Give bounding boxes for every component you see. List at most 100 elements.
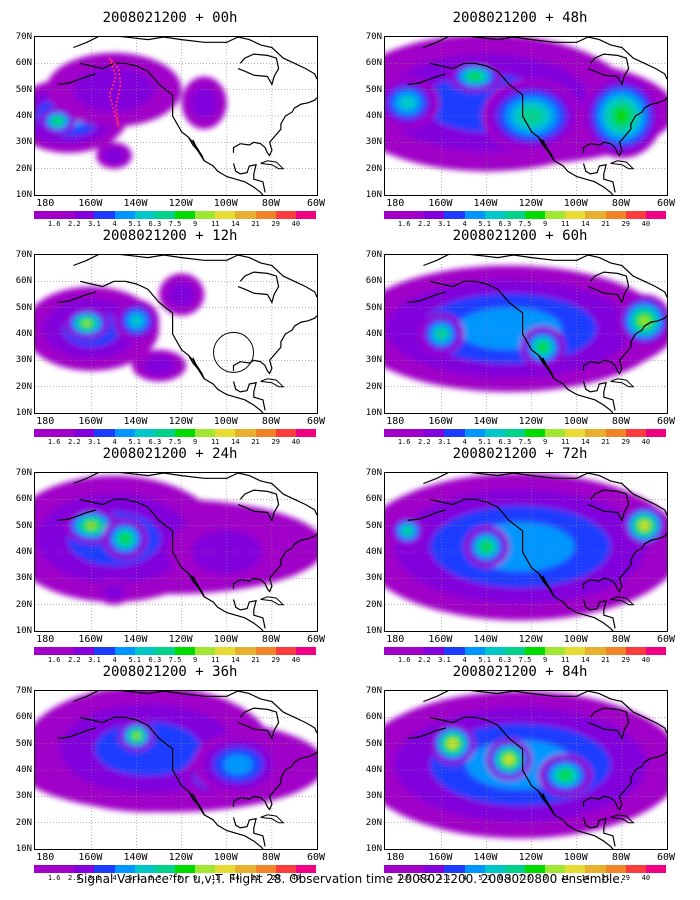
panel-title: 2008021200 + 00h [102, 10, 238, 26]
colorbar-swatch [154, 211, 175, 219]
colorbar-label: 40 [641, 874, 651, 882]
latitude-label: 30N [15, 791, 32, 802]
colorbar-swatch [54, 865, 75, 873]
colorbar-swatch [524, 211, 546, 219]
longitude-label: 140W [123, 634, 148, 645]
colorbar-swatch [524, 429, 546, 437]
colorbar-label: 6.3 [498, 874, 512, 882]
longitude-label: 140W [473, 198, 498, 209]
colorbar-swatch [195, 211, 216, 219]
colorbar [34, 865, 316, 873]
colorbar-label: 4 [462, 874, 467, 882]
colorbar-label: 29 [621, 874, 630, 882]
latitude-label: 20N [365, 381, 382, 392]
colorbar [34, 211, 316, 219]
colorbar-swatch [174, 211, 196, 219]
colorbar-label: 5.1 [478, 438, 492, 446]
colorbar-label: 11 [211, 438, 220, 446]
colorbar-swatch [424, 429, 445, 437]
colorbar-label: 9 [193, 874, 198, 882]
colorbar-swatch [625, 865, 646, 873]
longitude-label: 160W [428, 634, 453, 645]
colorbar-label: 21 [601, 220, 610, 228]
colorbar-swatch [585, 865, 606, 873]
colorbar-swatch [114, 211, 135, 219]
colorbar-label: 1.6 [47, 438, 61, 446]
latitude-label: 70N [15, 250, 32, 260]
colorbar-label: 21 [251, 874, 260, 882]
latitude-label: 30N [365, 137, 382, 148]
map-area [34, 472, 318, 632]
latitude-label: 10N [365, 844, 382, 854]
latitude-label: 10N [15, 626, 32, 636]
latitude-label: 50N [15, 302, 32, 313]
figure-caption: Signal Variance for u,v,T. Flight 28. Ob… [76, 872, 624, 886]
colorbar-swatch [295, 429, 316, 437]
colorbar-label: 4 [112, 438, 117, 446]
colorbar-label: 14 [581, 874, 590, 882]
longitude-label: 100W [563, 852, 588, 863]
colorbar-label: 6.3 [148, 220, 162, 228]
latitude-label: 30N [15, 137, 32, 148]
colorbar-swatch [54, 211, 75, 219]
latitude-label: 10N [365, 408, 382, 418]
colorbar-swatch [384, 211, 405, 219]
latitude-label: 60N [365, 712, 382, 723]
colorbar-swatch [384, 865, 405, 873]
colorbar-label: 9 [543, 656, 548, 664]
colorbar-label: 7.5 [168, 438, 182, 446]
colorbar-label: 9 [543, 438, 548, 446]
colorbar-swatch [524, 647, 546, 655]
colorbar-swatch [235, 211, 256, 219]
colorbar-swatch [295, 647, 316, 655]
colorbar-swatch [524, 865, 546, 873]
latitude-label: 40N [365, 111, 382, 121]
colorbar-swatch [94, 647, 115, 655]
colorbar-label: 2.2 [417, 220, 431, 228]
longitude-label: 180 [386, 198, 405, 209]
colorbar-swatch [565, 429, 586, 437]
latitude-label: 40N [15, 329, 32, 339]
map-area [384, 690, 668, 850]
colorbar-swatch [605, 865, 626, 873]
colorbar-label: 11 [211, 656, 220, 664]
colorbar-swatch [195, 429, 216, 437]
colorbar-label: 3.1 [88, 438, 101, 446]
longitude-label: 160W [428, 198, 453, 209]
colorbar-swatch [464, 429, 485, 437]
latitude-label: 40N [365, 547, 382, 557]
colorbar-swatch [464, 865, 485, 873]
colorbar-swatch [645, 429, 666, 437]
latitude-label: 30N [365, 355, 382, 366]
colorbar-label: 2.2 [67, 874, 81, 882]
longitude-label: 60W [306, 634, 326, 645]
colorbar-label: 40 [291, 874, 301, 882]
colorbar-swatch [94, 865, 115, 873]
colorbar-label: 5.1 [128, 438, 142, 446]
colorbar-swatch [444, 211, 465, 219]
colorbar-swatch [384, 647, 405, 655]
forecast-panel: 2008021200 + 84h 70N 60N 50N 40N 30N 20N 10N 180… [350, 662, 690, 882]
colorbar [34, 647, 316, 655]
colorbar-label: 6.3 [148, 438, 162, 446]
colorbar-swatch [384, 429, 405, 437]
colorbar-swatch [275, 647, 296, 655]
latitude-label: 20N [15, 599, 32, 610]
colorbar-swatch [625, 647, 646, 655]
colorbar-swatch [504, 211, 525, 219]
colorbar-swatch [424, 647, 445, 655]
longitude-label: 140W [473, 852, 498, 863]
colorbar-label: 14 [231, 220, 240, 228]
colorbar-swatch [275, 211, 296, 219]
colorbar-label: 6.3 [148, 656, 162, 664]
longitude-label: 140W [123, 416, 148, 427]
colorbar-label: 11 [561, 438, 570, 446]
longitude-label: 120W [168, 198, 193, 209]
colorbar-swatch [585, 647, 606, 655]
colorbar-swatch [404, 647, 425, 655]
colorbar-swatch [134, 647, 155, 655]
colorbar-label: 9 [193, 656, 198, 664]
colorbar-label: 3.1 [438, 438, 451, 446]
colorbar-label: 9 [193, 438, 198, 446]
colorbar-swatch [645, 647, 666, 655]
